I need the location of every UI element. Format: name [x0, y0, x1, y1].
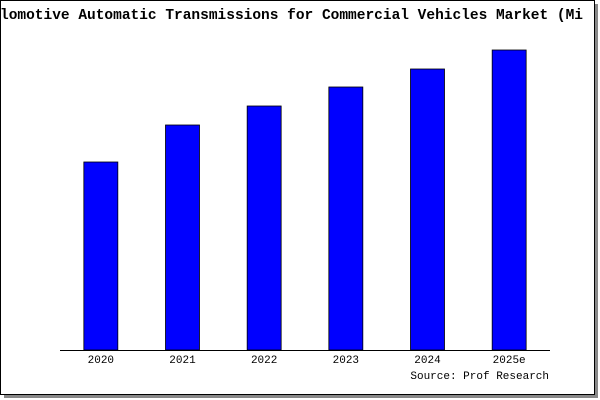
bar: [83, 161, 119, 351]
bar: [328, 86, 364, 351]
bar: [165, 124, 200, 351]
x-tick-label: 2022: [251, 355, 277, 367]
x-tick-label: 2020: [88, 355, 114, 367]
x-tick-label: 2024: [414, 355, 441, 367]
source-note: Source: Prof Research: [410, 371, 549, 383]
bar: [410, 68, 445, 351]
bar: [491, 49, 527, 351]
x-tick-label: 2023: [333, 355, 359, 367]
bar: [246, 105, 282, 351]
chart-title: lomotive Automatic Transmissions for Com…: [0, 8, 583, 24]
x-tick-label: 2025e: [493, 355, 526, 367]
x-tick-label: 2021: [169, 355, 196, 367]
